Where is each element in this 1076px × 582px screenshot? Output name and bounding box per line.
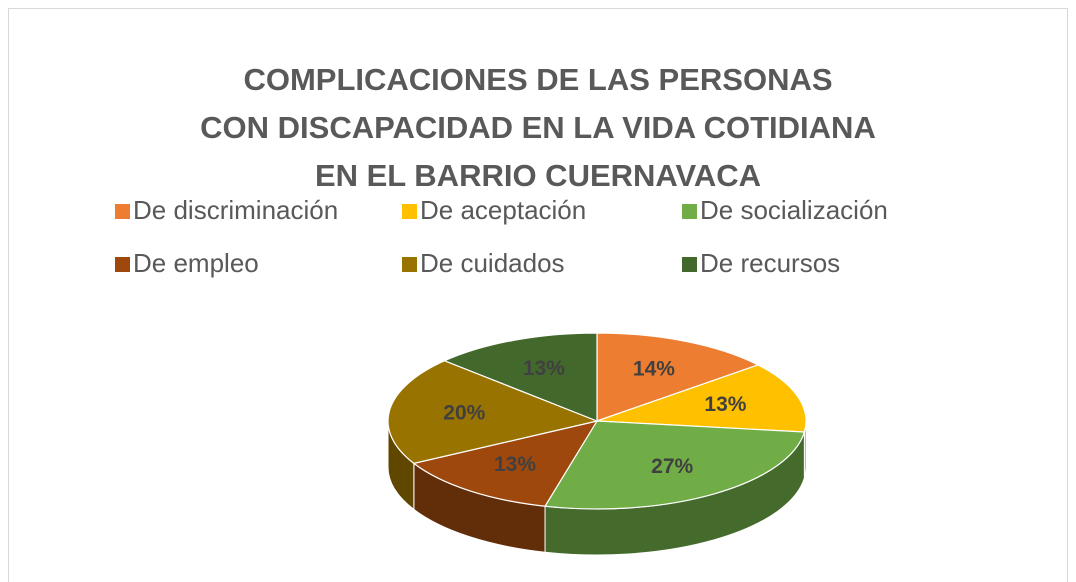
- legend-swatch: [682, 204, 697, 219]
- legend-swatch: [402, 204, 417, 219]
- pie-slice: [544, 420, 806, 510]
- data-label: 27%: [651, 455, 693, 478]
- legend-swatch: [402, 257, 417, 272]
- legend-label: De discriminación: [133, 195, 338, 225]
- legend-label: De cuidados: [420, 248, 565, 278]
- legend-label: De empleo: [133, 248, 259, 278]
- data-label: 13%: [523, 357, 565, 380]
- data-label: 13%: [494, 453, 536, 476]
- chart-title: EN EL BARRIO CUERNAVACA: [315, 158, 761, 193]
- legend-swatch: [115, 204, 130, 219]
- pie-slice: [443, 332, 598, 422]
- chart-title: CON DISCAPACIDAD EN LA VIDA COTIDIANA: [200, 110, 876, 145]
- legend-swatch: [115, 257, 130, 272]
- chart-title: COMPLICACIONES DE LAS PERSONAS: [243, 62, 832, 97]
- pie-slice: [596, 364, 807, 433]
- data-label: 14%: [633, 358, 675, 381]
- legend-label: De aceptación: [420, 195, 586, 225]
- legend-label: De socialización: [700, 195, 888, 225]
- pie-slice: [596, 332, 760, 422]
- legend-label: De recursos: [700, 248, 840, 278]
- pie-slice: [412, 420, 599, 507]
- legend-swatch: [682, 257, 697, 272]
- pie-slice: [387, 360, 600, 465]
- data-label: 20%: [443, 401, 485, 424]
- data-label: 13%: [704, 393, 746, 416]
